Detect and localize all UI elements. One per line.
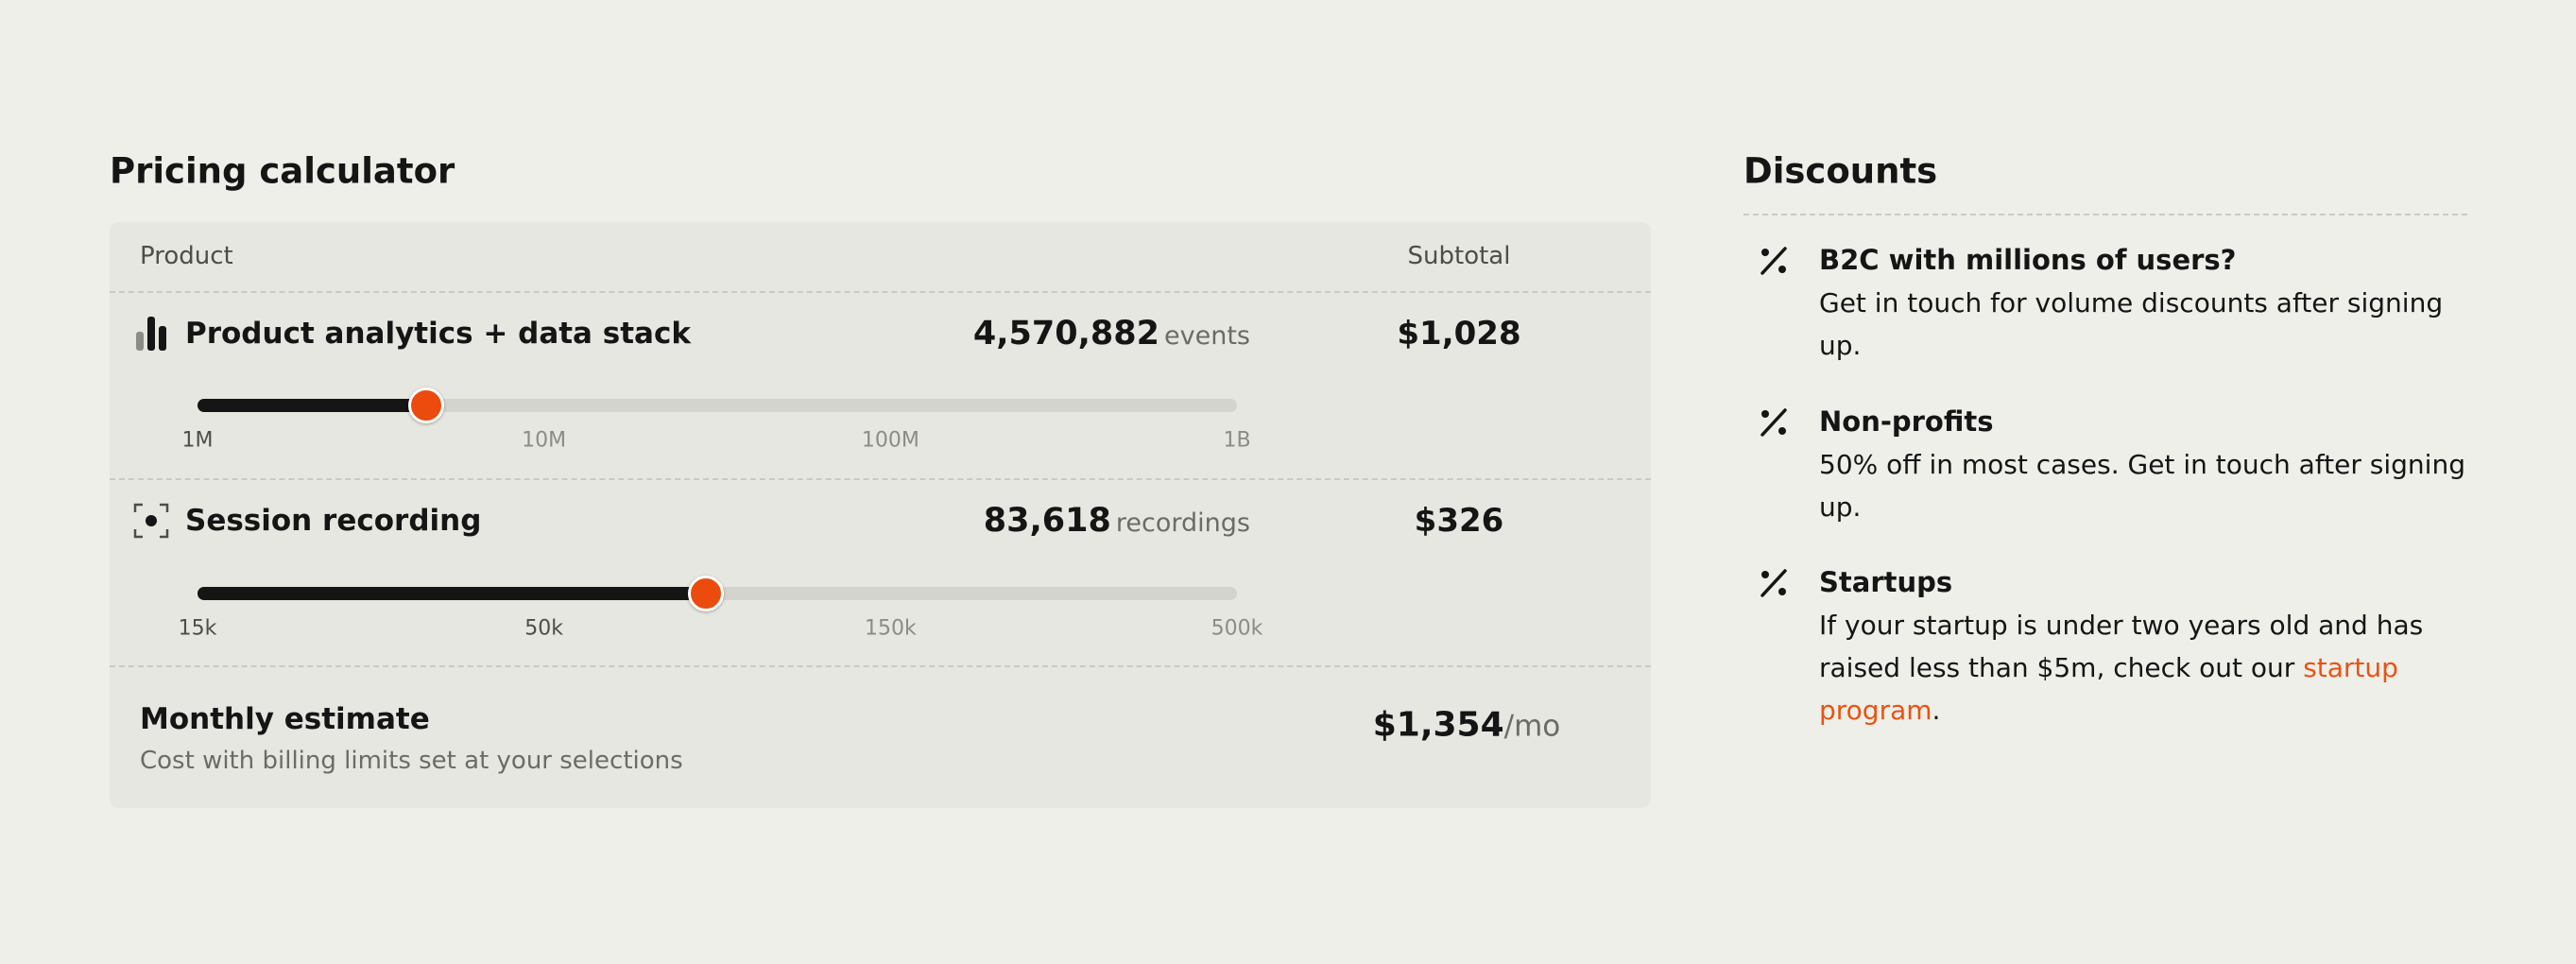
startup-link[interactable]: startup program: [1819, 652, 2398, 726]
slider-tick-label: 50k: [524, 616, 564, 641]
discount-title: B2C with millions of users?: [1819, 244, 2237, 276]
body-text: Get in touch for volume discounts after …: [1819, 287, 2444, 361]
estimate-title: Monthly estimate: [140, 702, 430, 736]
discount-title: Non-profits: [1819, 405, 1994, 438]
recording-icon: [133, 503, 169, 539]
discount-item: Non-profits 50% off in most cases. Get in…: [1819, 401, 2471, 528]
product-name: Session recording: [185, 504, 482, 538]
header-subtotal: Subtotal: [1407, 242, 1511, 270]
discount-body: If your startup is under two years old a…: [1819, 604, 2471, 732]
percent-icon: [1760, 569, 1787, 597]
divider: [110, 291, 1651, 293]
volume-value: 83,618: [983, 502, 1111, 540]
discount-title: Startups: [1819, 566, 1953, 598]
slider-fill: [197, 399, 426, 412]
volume-value: 4,570,882: [972, 315, 1159, 353]
divider: [110, 478, 1651, 480]
discount-body: 50% off in most cases. Get in touch afte…: [1819, 443, 2471, 528]
product-name: Product analytics + data stack: [185, 317, 691, 351]
discount-item: Startups If your startup is under two yea…: [1819, 561, 2471, 732]
subtotal: $1,028: [1397, 315, 1521, 353]
calculator-card: [110, 222, 1651, 808]
calculator-title: Pricing calculator: [110, 150, 455, 192]
estimate-note: Cost with billing limits set at your sel…: [140, 747, 683, 775]
body-text: .: [1932, 695, 1941, 726]
discount-body: Get in touch for volume discounts after …: [1819, 282, 2471, 367]
slider-tick-label: 10M: [522, 428, 567, 453]
body-text: If your startup is under two years old a…: [1819, 610, 2424, 683]
slider-thumb[interactable]: [408, 387, 444, 423]
body-text: 50% off in most cases. Get in touch afte…: [1819, 449, 2465, 523]
header-product: Product: [140, 242, 233, 270]
slider-fill: [197, 587, 707, 600]
volume-unit: events: [1164, 321, 1250, 351]
discounts-title: Discounts: [1743, 150, 1938, 192]
slider-tick-label: 100M: [861, 428, 919, 453]
total-period: /mo: [1503, 709, 1561, 744]
percent-icon: [1760, 247, 1787, 275]
volume-unit: recordings: [1115, 508, 1250, 538]
divider: [1743, 214, 2467, 215]
slider-tick-label: 15k: [178, 616, 217, 641]
divider: [110, 665, 1651, 667]
estimate-total: $1,354/mo: [1373, 706, 1561, 745]
slider-thumb[interactable]: [688, 576, 725, 611]
slider-tick-label: 500k: [1211, 616, 1263, 641]
slider-tick-label: 150k: [864, 616, 917, 641]
slider-tick-label: 1B: [1223, 428, 1251, 453]
discount-item: B2C with millions of users? Get in touch …: [1819, 239, 2471, 367]
volume: 83,618 recordings: [984, 502, 1250, 540]
slider-tick-label: 1M: [181, 428, 214, 453]
volume: 4,570,882 events: [973, 315, 1250, 353]
total-value: $1,354: [1372, 705, 1504, 745]
percent-icon: [1760, 408, 1787, 437]
subtotal: $326: [1414, 502, 1504, 540]
analytics-icon: [136, 317, 166, 351]
slider-track: [197, 399, 1237, 412]
